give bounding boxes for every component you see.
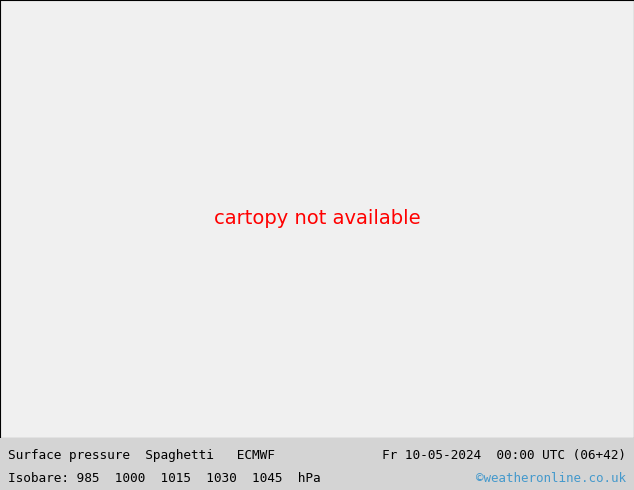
Text: Isobare: 985  1000  1015  1030  1045  hPa: Isobare: 985 1000 1015 1030 1045 hPa (8, 472, 320, 485)
Text: Fr 10-05-2024  00:00 UTC (06+42): Fr 10-05-2024 00:00 UTC (06+42) (382, 449, 626, 463)
Text: ©weatheronline.co.uk: ©weatheronline.co.uk (476, 472, 626, 485)
Text: Surface pressure  Spaghetti   ECMWF: Surface pressure Spaghetti ECMWF (8, 449, 275, 463)
Text: cartopy not available: cartopy not available (214, 210, 420, 228)
